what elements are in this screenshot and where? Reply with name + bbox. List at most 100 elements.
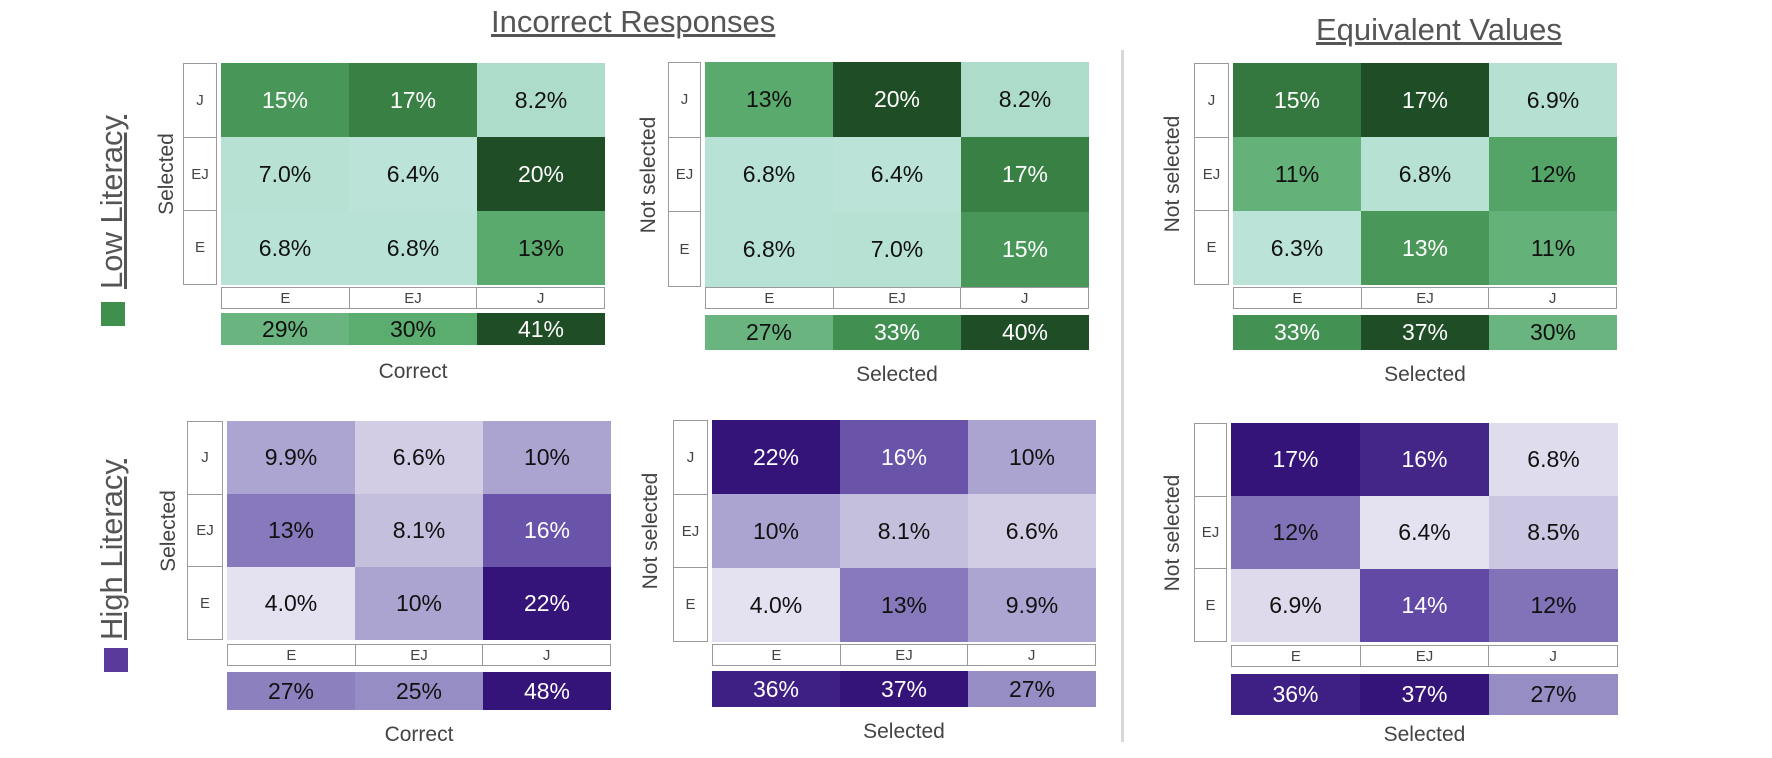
column-tick-label: EJ — [354, 645, 483, 665]
x-axis-label: Selected — [856, 363, 938, 386]
column-total-cell: 37% — [1361, 315, 1489, 350]
row-tick-label: E — [1195, 568, 1226, 641]
heatmap-cell: 17% — [1361, 63, 1489, 137]
column-total-cell: 36% — [712, 671, 840, 707]
column-tick-label: E — [1292, 289, 1303, 307]
row-tick-label: EJ — [1195, 495, 1226, 569]
heatmap-grid: 22% 16% 10% 10% 8.1% 6.6% 4.0% 13% 9.9% — [712, 420, 1096, 642]
heatmap-cell: 10% — [483, 421, 611, 494]
column-total-cell: 29% — [221, 313, 349, 345]
column-tick-label: EJ — [839, 645, 968, 665]
heatmap-cell: 6.8% — [221, 211, 349, 285]
column-total-cell: 25% — [355, 672, 483, 710]
heatmap-cell: 13% — [227, 494, 355, 567]
column-labels: E EJ J — [712, 644, 1096, 666]
row-tick-label: J — [196, 91, 204, 109]
heatmap-grid: 15% 17% 6.9% 11% 6.8% 12% 6.3% 13% 11% — [1233, 63, 1617, 285]
row-labels: J EJ E — [668, 62, 701, 287]
heatmap-grid: 9.9% 6.6% 10% 13% 8.1% 16% 4.0% 10% 22% — [227, 421, 611, 640]
heatmap-cell: 15% — [221, 63, 349, 137]
row-labels: J EJ E — [673, 420, 708, 642]
row-tick-label: EJ — [674, 493, 707, 568]
heatmap-cell: 8.2% — [477, 63, 605, 137]
column-total-cell: 30% — [1489, 315, 1617, 350]
heatmap-cell: 6.4% — [349, 137, 477, 211]
column-tick-label: E — [771, 646, 782, 664]
heatmap-cell: 15% — [961, 212, 1089, 287]
heatmap-cell: 16% — [1360, 423, 1489, 496]
heatmap-cell: 13% — [840, 568, 968, 642]
column-tick-label: J — [967, 645, 1095, 665]
column-labels: E EJ J — [1233, 287, 1617, 309]
column-tick-label: J — [1488, 288, 1616, 308]
heatmap-cell: 11% — [1233, 137, 1361, 211]
heatmap-cell: 13% — [477, 211, 605, 285]
column-total-cell: 40% — [961, 315, 1089, 350]
heatmap-cell: 6.8% — [349, 211, 477, 285]
heatmap-cell: 6.8% — [705, 212, 833, 287]
heatmap-cell: 10% — [355, 567, 483, 640]
section-divider — [1121, 50, 1124, 742]
heatmap-cell: 6.8% — [1489, 423, 1618, 496]
heatmap-cell: 17% — [349, 63, 477, 137]
row-tick-label: EJ — [184, 136, 216, 211]
legend-swatch-low-literacy — [101, 302, 125, 326]
heatmap-cell: 12% — [1489, 569, 1618, 642]
x-axis-label: Selected — [1384, 363, 1466, 386]
heatmap-cell: 4.0% — [712, 568, 840, 642]
column-total-cell: 27% — [1489, 674, 1618, 715]
column-total-cell: 37% — [840, 671, 968, 707]
heatmap-cell: 17% — [1231, 423, 1360, 496]
column-tick-label: E — [1290, 647, 1301, 665]
y-axis-label: Selected — [155, 133, 178, 215]
column-tick-label: E — [286, 646, 297, 664]
legend-swatch-high-literacy — [104, 648, 128, 672]
row-tick-label: E — [674, 567, 707, 641]
row-tick-label: J — [686, 448, 695, 466]
column-totals: 36% 37% 27% — [1231, 674, 1618, 715]
column-tick-label: J — [476, 288, 604, 308]
y-axis-label: Not selected — [1161, 474, 1184, 591]
column-total-cell: 27% — [968, 671, 1096, 707]
heatmap-cell: 6.4% — [833, 137, 961, 212]
heatmap-cell: 10% — [712, 494, 840, 568]
heatmap-cell: 13% — [705, 62, 833, 137]
column-tick-label: J — [482, 645, 610, 665]
column-total-cell: 30% — [349, 313, 477, 345]
column-labels: E EJ J — [1231, 645, 1618, 667]
row-tick-label: J — [201, 449, 209, 467]
column-total-cell: 41% — [477, 313, 605, 345]
column-total-cell: 33% — [1233, 315, 1361, 350]
column-total-cell: 27% — [705, 315, 833, 350]
y-axis-label: Not selected — [1161, 115, 1184, 233]
heatmap-cell: 6.6% — [968, 494, 1096, 568]
row-tick-label: J — [680, 91, 689, 109]
x-axis-label: Selected — [863, 720, 945, 743]
column-totals: 36% 37% 27% — [712, 671, 1096, 707]
heatmap-cell: 16% — [840, 420, 968, 494]
heatmap-cell: 16% — [483, 494, 611, 567]
column-tick-label: E — [280, 289, 291, 307]
heatmap-cell: 4.0% — [227, 567, 355, 640]
heatmap-cell: 22% — [483, 567, 611, 640]
column-total-cell: 48% — [483, 672, 611, 710]
heatmap-cell: 6.3% — [1233, 211, 1361, 285]
column-total-cell: 33% — [833, 315, 961, 350]
heatmap-cell: 14% — [1360, 569, 1489, 642]
heatmap-cell: 9.9% — [968, 568, 1096, 642]
heatmap-grid: 17% 16% 6.8% 12% 6.4% 8.5% 6.9% 14% 12% — [1231, 423, 1618, 642]
heatmap-cell: 8.1% — [840, 494, 968, 568]
column-totals: 33% 37% 30% — [1233, 315, 1617, 350]
column-labels: E EJ J — [221, 287, 605, 309]
heatmap-cell: 8.2% — [961, 62, 1089, 137]
x-axis-label: Correct — [384, 723, 454, 746]
y-axis-label: Not selected — [637, 116, 660, 233]
column-tick-label: EJ — [1359, 646, 1489, 666]
heatmap-cell: 20% — [477, 137, 605, 211]
heatmap-cell: 12% — [1231, 496, 1360, 569]
heatmap-cell: 12% — [1489, 137, 1617, 211]
heatmap-cell: 7.0% — [221, 137, 349, 211]
row-labels: EJ E — [1194, 423, 1227, 642]
column-tick-label: J — [960, 288, 1088, 308]
row-title-high-literacy: High Literacy — [94, 459, 129, 640]
